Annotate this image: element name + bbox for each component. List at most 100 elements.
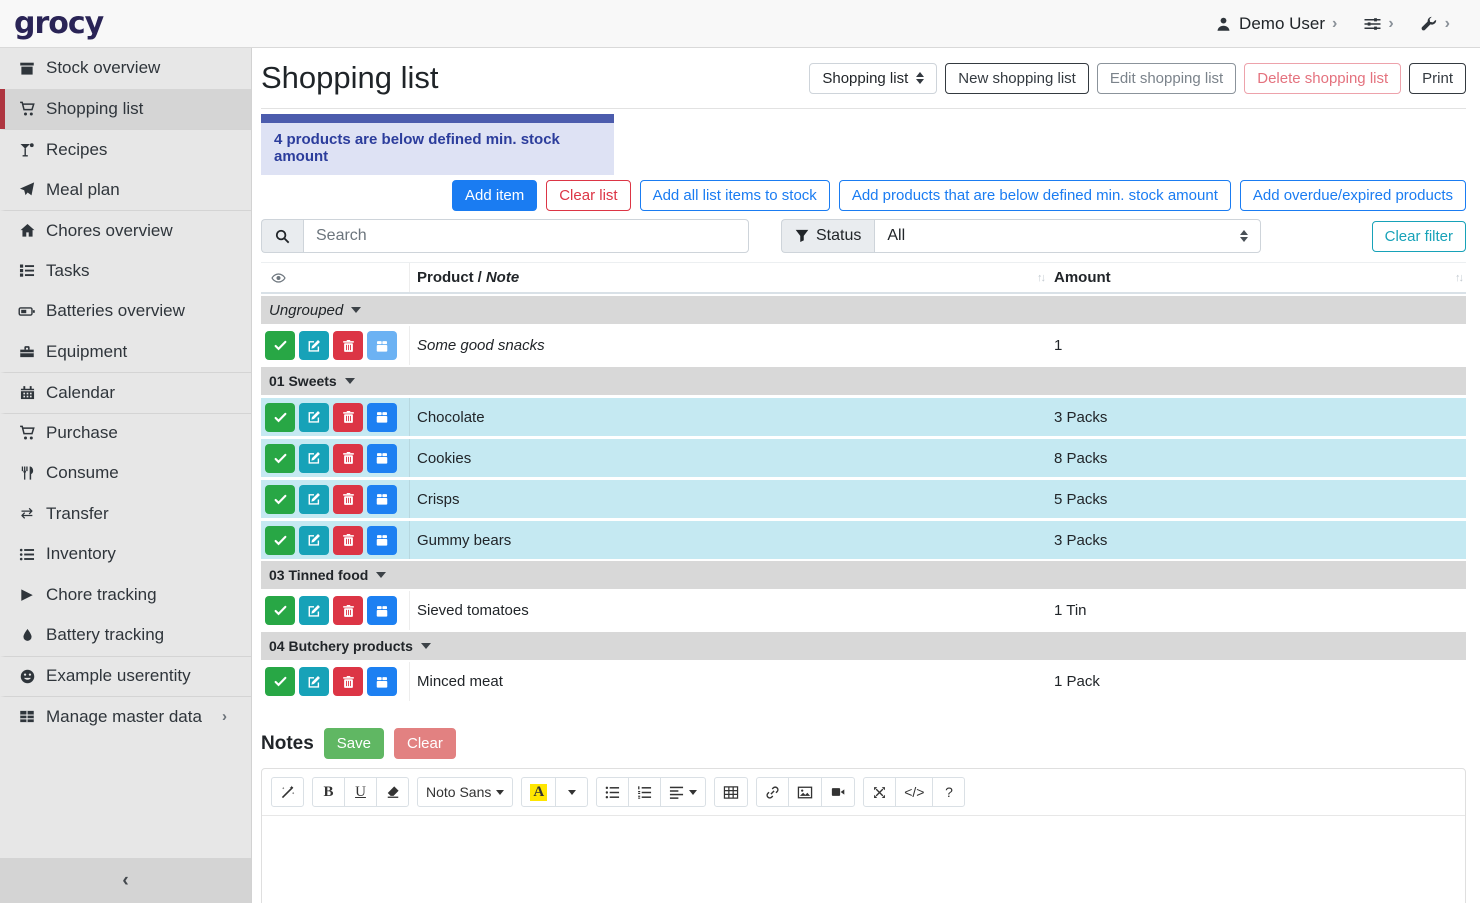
sidebar-item-meal-plan[interactable]: Meal plan	[0, 170, 251, 211]
add-to-stock-button[interactable]	[367, 331, 397, 360]
sort-icon[interactable]: ↑↓	[1455, 271, 1464, 284]
edit-item-button[interactable]	[299, 402, 329, 432]
edit-shopping-list-button[interactable]: Edit shopping list	[1096, 62, 1237, 94]
sidebar-item-stock-overview[interactable]: Stock overview	[0, 48, 251, 89]
sidebar-item-shopping-list[interactable]: Shopping list	[0, 88, 251, 129]
add-overdue-button[interactable]: Add overdue/expired products	[1239, 180, 1466, 211]
sidebar-item-chores-overview[interactable]: Chores overview	[0, 210, 251, 251]
delete-item-button[interactable]	[333, 596, 363, 625]
cocktail-icon	[18, 142, 36, 158]
sidebar-item-chore-tracking[interactable]: ▶ Chore tracking	[0, 575, 251, 616]
settings-menu[interactable]: ›	[1363, 15, 1394, 33]
sidebar-item-transfer[interactable]: ⇄ Transfer	[0, 494, 251, 535]
sidebar-item-purchase[interactable]: Purchase	[0, 412, 251, 454]
sidebar-collapse-toggle[interactable]: ‹	[0, 858, 251, 903]
sidebar-item-tasks[interactable]: Tasks	[0, 251, 251, 292]
mark-done-button[interactable]	[265, 667, 295, 696]
insert-picture-button[interactable]	[788, 777, 823, 807]
task-list-icon	[18, 263, 36, 278]
mark-done-button[interactable]	[265, 331, 295, 360]
admin-menu[interactable]: ›	[1420, 15, 1450, 33]
sidebar-item-calendar[interactable]: Calendar	[0, 372, 251, 413]
sidebar-item-recipes[interactable]: Recipes	[0, 129, 251, 170]
group-header-butchery[interactable]: 04 Butchery products	[261, 630, 1466, 660]
style-magic-button[interactable]	[271, 777, 304, 807]
amount-column-header[interactable]: Amount ↑↓	[1054, 269, 1464, 286]
shopping-list-table: Product / Note ↑↓ Amount ↑↓ Ungrouped So…	[261, 262, 1466, 701]
add-to-stock-button[interactable]	[367, 525, 397, 555]
group-header-tinned-food[interactable]: 03 Tinned food	[261, 559, 1466, 589]
save-notes-button[interactable]: Save	[323, 728, 384, 759]
top-bar-right: Demo User › › ›	[252, 0, 1480, 47]
print-button[interactable]: Print	[1409, 62, 1466, 94]
delete-item-button[interactable]	[333, 667, 363, 696]
clear-list-button[interactable]: Clear list	[546, 180, 631, 211]
clear-formatting-button[interactable]	[376, 777, 409, 807]
item-product: Gummy bears	[417, 531, 512, 549]
insert-link-button[interactable]	[756, 777, 790, 807]
delete-item-button[interactable]	[333, 484, 363, 514]
paragraph-align-button[interactable]	[660, 777, 707, 807]
unordered-list-button[interactable]	[596, 777, 630, 807]
edit-item-button[interactable]	[299, 443, 329, 473]
add-below-min-button[interactable]: Add products that are below defined min.…	[838, 180, 1231, 211]
help-button[interactable]: ?	[932, 777, 966, 807]
sidebar-item-inventory[interactable]: Inventory	[0, 534, 251, 575]
insert-video-button[interactable]	[821, 777, 856, 807]
product-column-header[interactable]: Product / Note ↑↓	[417, 269, 1046, 286]
fullscreen-button[interactable]	[863, 777, 897, 807]
edit-item-button[interactable]	[299, 484, 329, 514]
user-menu[interactable]: Demo User ›	[1214, 14, 1337, 34]
clear-filter-button[interactable]: Clear filter	[1371, 220, 1466, 252]
mark-done-button[interactable]	[265, 402, 295, 432]
mark-done-button[interactable]	[265, 443, 295, 473]
font-family-select[interactable]: Noto Sans	[417, 777, 514, 807]
font-color-dropdown[interactable]	[555, 777, 589, 807]
edit-item-button[interactable]	[299, 596, 329, 625]
delete-shopping-list-button[interactable]: Delete shopping list	[1244, 62, 1402, 94]
edit-item-button[interactable]	[299, 331, 329, 360]
sidebar-item-example-userentity[interactable]: Example userentity	[0, 655, 251, 697]
add-to-stock-button[interactable]	[367, 402, 397, 432]
new-shopping-list-button[interactable]: New shopping list	[945, 62, 1089, 94]
add-to-stock-button[interactable]	[367, 443, 397, 473]
code-view-button[interactable]: </>	[895, 777, 934, 807]
add-to-stock-button[interactable]	[367, 484, 397, 514]
search-input[interactable]	[303, 219, 749, 253]
item-amount: 3 Packs	[1054, 408, 1108, 426]
sidebar-item-consume[interactable]: Consume	[0, 453, 251, 494]
add-to-stock-button[interactable]	[367, 667, 397, 696]
add-item-button[interactable]: Add item	[452, 180, 538, 211]
insert-table-button[interactable]	[714, 777, 749, 807]
sidebar-item-battery-tracking[interactable]: Battery tracking	[0, 615, 251, 656]
delete-item-button[interactable]	[333, 525, 363, 555]
mark-done-button[interactable]	[265, 525, 295, 555]
brand[interactable]: grocy	[0, 0, 252, 47]
delete-item-button[interactable]	[333, 443, 363, 473]
mark-done-button[interactable]	[265, 596, 295, 625]
add-to-stock-button[interactable]	[367, 596, 397, 625]
visibility-column-header[interactable]	[261, 263, 410, 292]
clear-notes-button[interactable]: Clear	[394, 728, 456, 759]
add-all-to-stock-button[interactable]: Add all list items to stock	[639, 180, 830, 211]
editor-text-area[interactable]	[262, 816, 1465, 903]
delete-item-button[interactable]	[333, 331, 363, 360]
item-amount: 8 Packs	[1054, 449, 1108, 467]
font-color-button[interactable]: A	[521, 777, 557, 807]
bold-button[interactable]: B	[312, 777, 345, 807]
edit-item-button[interactable]	[299, 667, 329, 696]
shopping-list-select[interactable]: Shopping list	[809, 62, 938, 94]
group-header-sweets[interactable]: 01 Sweets	[261, 365, 1466, 395]
group-header-ungrouped[interactable]: Ungrouped	[261, 294, 1466, 324]
edit-item-button[interactable]	[299, 525, 329, 555]
status-select[interactable]: All	[874, 219, 1262, 253]
mark-done-button[interactable]	[265, 484, 295, 514]
sidebar-item-equipment[interactable]: Equipment	[0, 332, 251, 373]
sidebar-item-manage-master-data[interactable]: Manage master data ›	[0, 696, 251, 737]
sidebar-item-batteries-overview[interactable]: Batteries overview	[0, 291, 251, 332]
delete-item-button[interactable]	[333, 402, 363, 432]
underline-button[interactable]: U	[344, 777, 377, 807]
ordered-list-button[interactable]	[628, 777, 662, 807]
sort-icon[interactable]: ↑↓	[1037, 271, 1046, 284]
search-group	[261, 219, 749, 253]
